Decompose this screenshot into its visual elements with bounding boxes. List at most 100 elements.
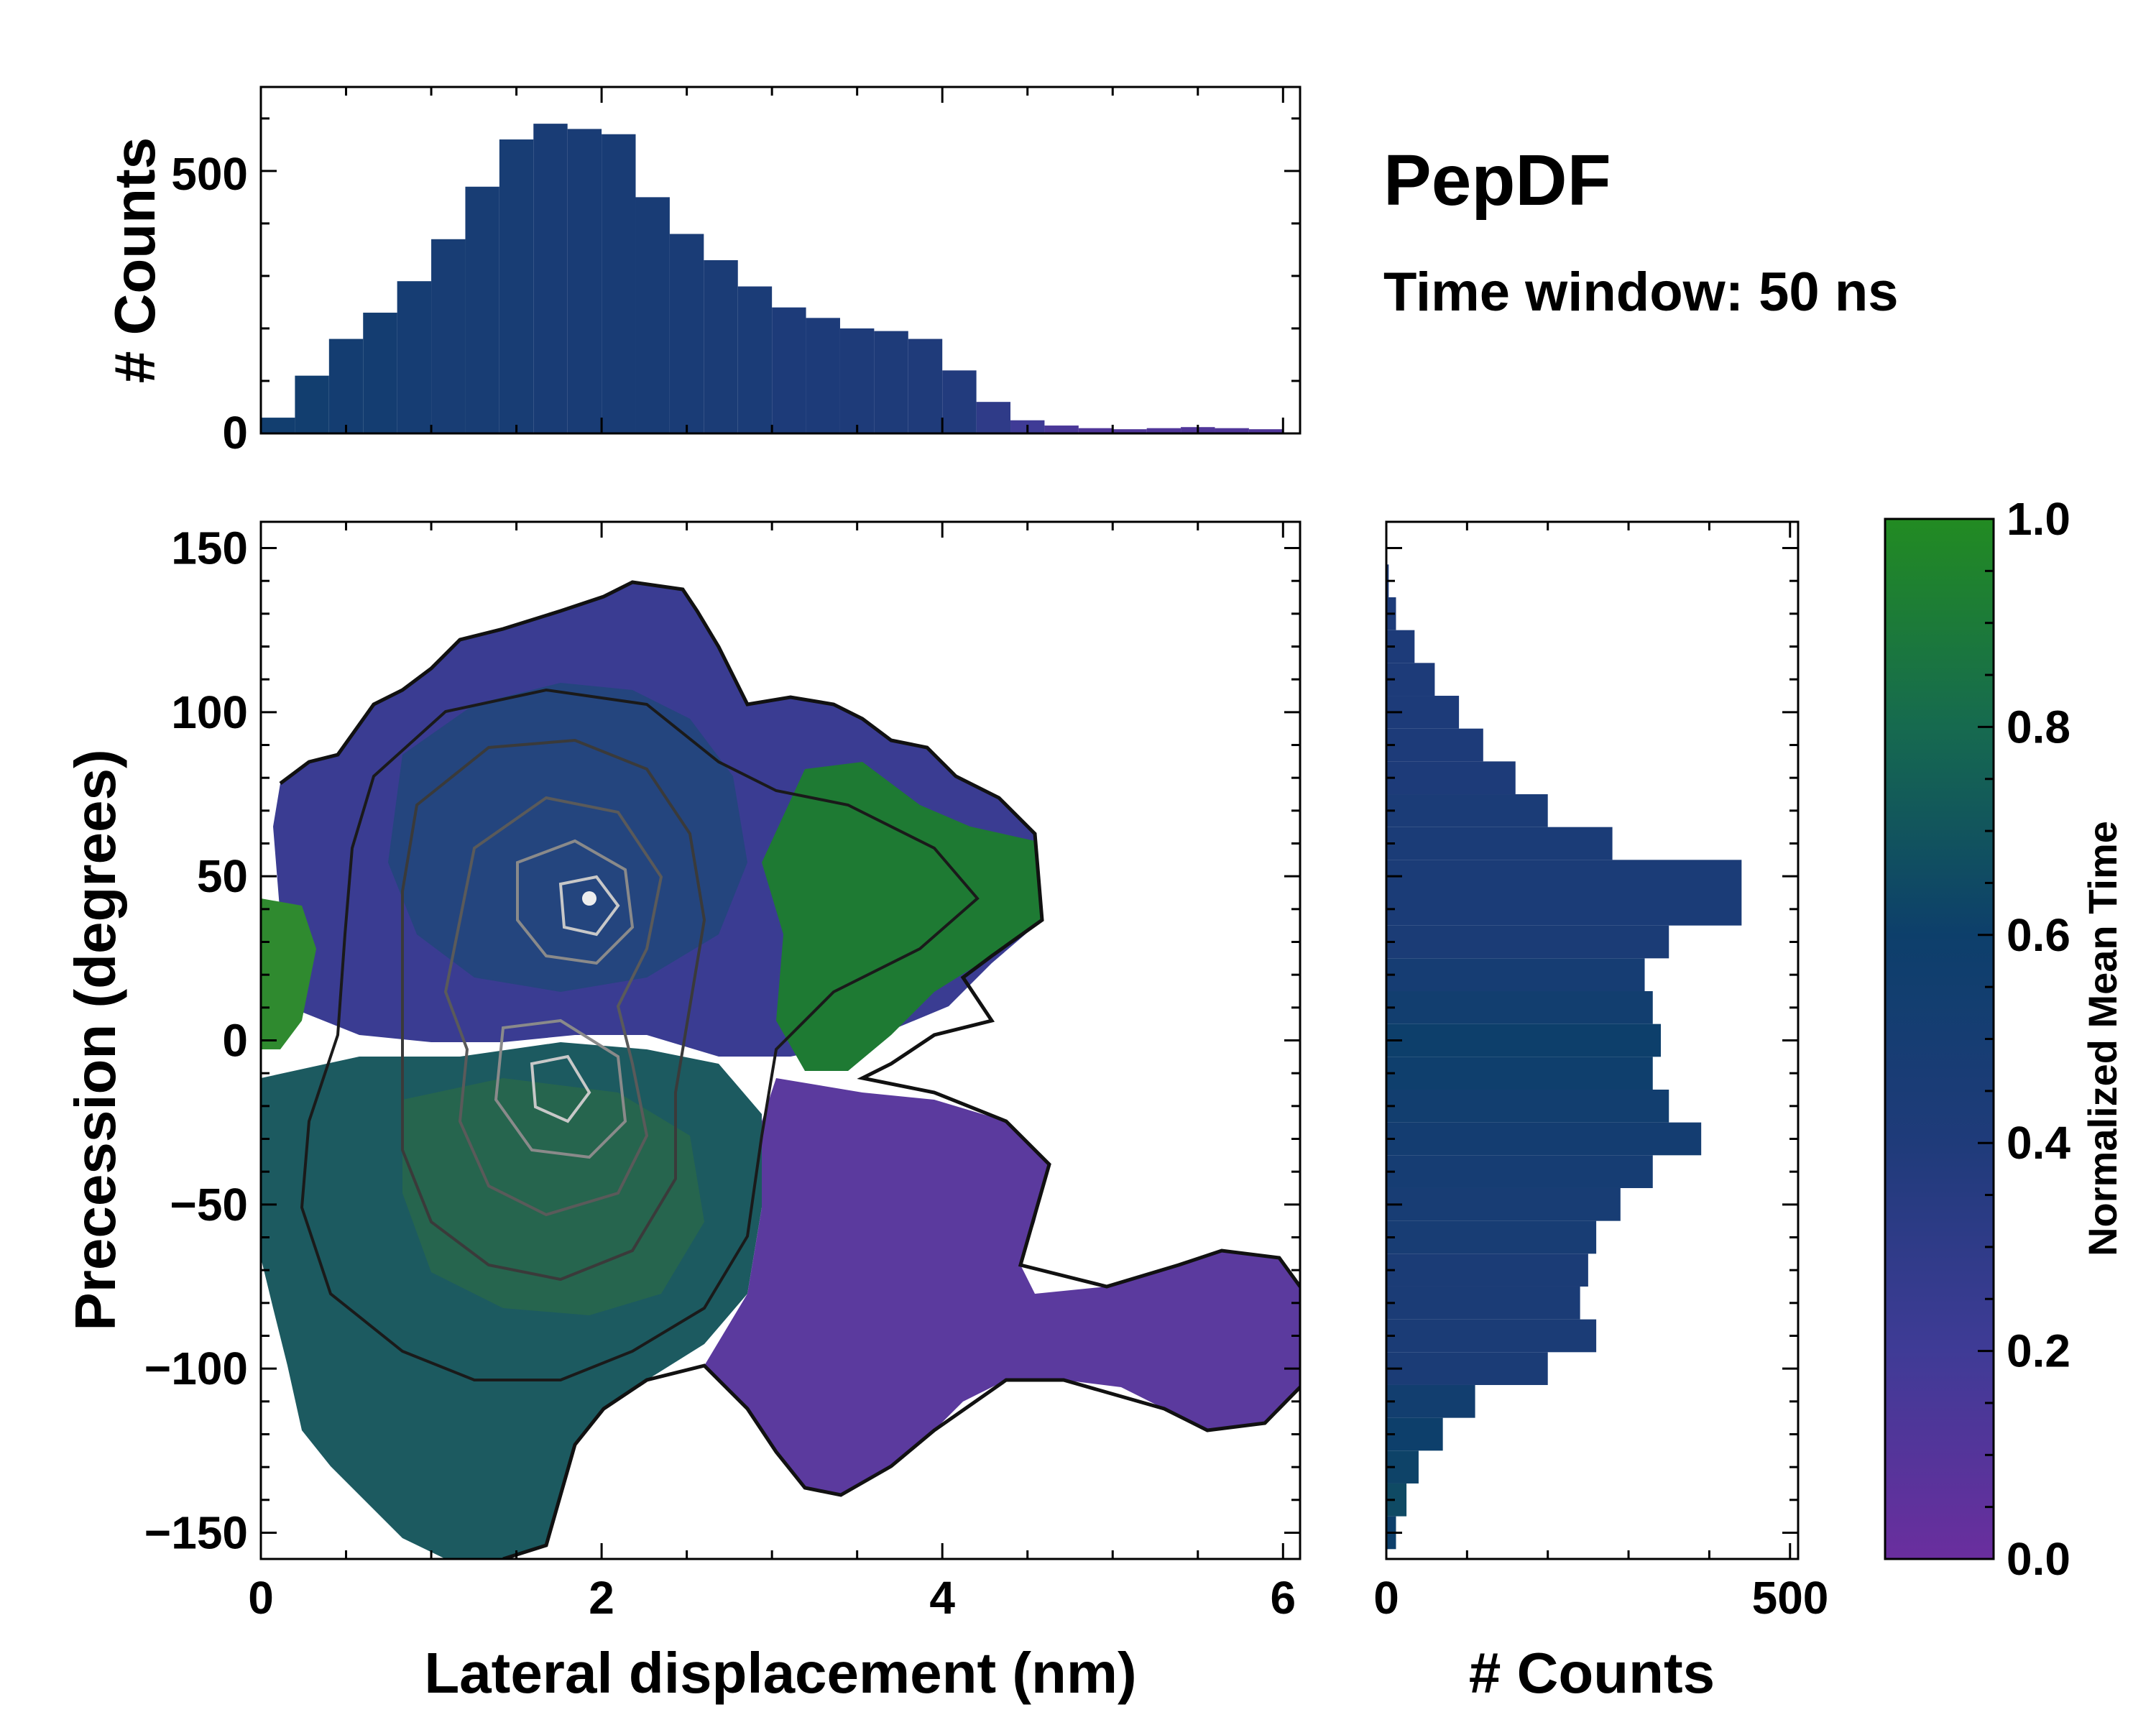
plot-title: PepDF	[1383, 140, 1611, 221]
right-histogram-ticks	[1385, 522, 1798, 1559]
top-histogram-bar	[328, 339, 364, 433]
main-xlabel: Lateral displacement (nm)	[424, 1641, 1136, 1705]
region-lower-right-purple	[704, 1078, 1300, 1495]
right-histogram-bar	[1386, 794, 1548, 827]
top-histogram-bar	[839, 328, 875, 433]
colorbar-tick-labels: 0.0 0.2 0.4 0.6 0.8 1.0	[2007, 493, 2070, 1585]
right-histogram: 0 500 # Counts	[1373, 520, 1829, 1705]
right-histogram-bar	[1386, 1089, 1669, 1123]
contour-level-5	[494, 839, 635, 1159]
right-histogram-bar	[1386, 860, 1742, 893]
main-ytick-label: 100	[171, 686, 248, 738]
right-histogram-bar	[1386, 1122, 1702, 1156]
top-histogram-bar	[806, 318, 840, 433]
right-xtick-label-0: 0	[1373, 1572, 1399, 1624]
top-histogram-bar	[1248, 429, 1284, 433]
main-xtick-labels: 0 2 4 6	[248, 1572, 1296, 1624]
right-histogram-bar	[1386, 1187, 1621, 1221]
top-histogram-bar	[1044, 426, 1079, 433]
top-histogram-bar	[261, 418, 295, 433]
main-ytick-label: 150	[171, 523, 248, 574]
top-histogram-bar	[737, 286, 773, 433]
top-histogram-bar	[602, 134, 636, 433]
top-histogram-bars	[261, 124, 1284, 433]
main-ytick-label: −100	[144, 1343, 248, 1394]
colorbar-tick-label: 0.0	[2007, 1533, 2070, 1585]
heatmap-region-upper	[261, 582, 1042, 1071]
top-histogram-bar	[908, 339, 943, 433]
right-histogram-bar	[1386, 827, 1613, 860]
main-heatmap: 0 2 4 6 −150 −100 −50 0 50 100 150 Lateral displa…	[63, 520, 1302, 1705]
right-histogram-bar	[1386, 1220, 1597, 1254]
colorbar-tick-label: 0.8	[2007, 701, 2070, 753]
main-xtick-label: 2	[589, 1572, 614, 1624]
top-histogram-bar	[465, 186, 499, 433]
top-histogram-bar	[1146, 428, 1181, 433]
contour-level-6	[530, 875, 620, 1123]
right-histogram-bar	[1386, 1155, 1653, 1188]
top-ytick-label-500: 500	[171, 148, 248, 200]
contour-level-2	[300, 688, 980, 1381]
top-ylabel: # Counts	[103, 137, 167, 383]
right-histogram-bar	[1386, 1024, 1661, 1057]
right-xlabel: # Counts	[1469, 1641, 1715, 1705]
density-peak-marker	[582, 891, 596, 906]
top-histogram-bar	[1215, 428, 1249, 433]
colorbar-ticks	[1978, 518, 1994, 1560]
right-xtick-label-500: 500	[1752, 1572, 1829, 1624]
top-ytick-label-0: 0	[222, 407, 248, 459]
main-ylabel: Precession (degrees)	[63, 749, 127, 1330]
colorbar-tick-label: 0.4	[2007, 1117, 2070, 1169]
right-histogram-bar	[1386, 893, 1742, 926]
right-histogram-bar	[1386, 1417, 1443, 1451]
colorbar-label: Normalized Mean Time	[2080, 821, 2125, 1256]
right-histogram-bar	[1386, 1352, 1548, 1385]
right-histogram-bar	[1386, 1319, 1597, 1353]
top-histogram-bar	[704, 260, 738, 433]
main-xtick-label: 0	[248, 1572, 274, 1624]
right-histogram-bar	[1386, 991, 1653, 1024]
colorbar: 0.0 0.2 0.4 0.6 0.8 1.0 Normalized Mean Time	[1884, 493, 2125, 1585]
main-ytick-labels: −150 −100 −50 0 50 100 150	[144, 523, 248, 1559]
top-histogram-bar	[942, 370, 977, 433]
right-histogram-bar	[1386, 728, 1483, 762]
main-xtick-label: 6	[1270, 1572, 1296, 1624]
right-histogram-bar	[1386, 925, 1669, 959]
top-histogram-bar	[1112, 429, 1147, 433]
main-ytick-label: 50	[197, 850, 248, 902]
region-upper-blue-core	[388, 683, 747, 992]
right-histogram-bar	[1386, 761, 1516, 795]
top-histogram-bar	[976, 402, 1011, 433]
top-histogram-ticks	[259, 87, 1300, 435]
contour-level-3	[401, 738, 706, 1282]
top-histogram-bar	[533, 124, 568, 433]
top-histogram-frame	[259, 86, 1302, 435]
top-histogram-bar	[431, 239, 466, 433]
colorbar-tick-label: 0.6	[2007, 909, 2070, 961]
top-histogram-bar	[499, 139, 534, 433]
right-histogram-bars	[1386, 564, 1742, 1550]
top-histogram-bar	[397, 281, 432, 433]
main-ytick-label: −150	[144, 1506, 248, 1558]
colorbar-gradient	[1884, 518, 1995, 1560]
right-histogram-bar	[1386, 1384, 1475, 1418]
heatmap-region-lower	[261, 1042, 1300, 1559]
top-histogram-bar	[874, 331, 908, 433]
top-histogram-bar	[295, 375, 329, 433]
top-histogram-bar	[1078, 428, 1113, 433]
main-ytick-label: 0	[222, 1015, 248, 1067]
top-histogram-bar	[635, 197, 670, 433]
top-histogram-bar	[669, 234, 704, 433]
top-histogram: 0 500 # Counts	[103, 86, 1302, 459]
right-histogram-bar	[1386, 1057, 1653, 1090]
main-ytick-label: −50	[170, 1179, 248, 1230]
right-histogram-bar	[1386, 1286, 1580, 1320]
density-contours	[279, 580, 1300, 1559]
contour-level-4	[443, 796, 663, 1217]
colorbar-tick-label: 0.2	[2007, 1325, 2070, 1377]
top-histogram-bar	[567, 129, 602, 433]
region-left-green-strip	[261, 898, 316, 1049]
right-histogram-bar	[1386, 958, 1645, 992]
top-histogram-bar	[772, 307, 806, 433]
